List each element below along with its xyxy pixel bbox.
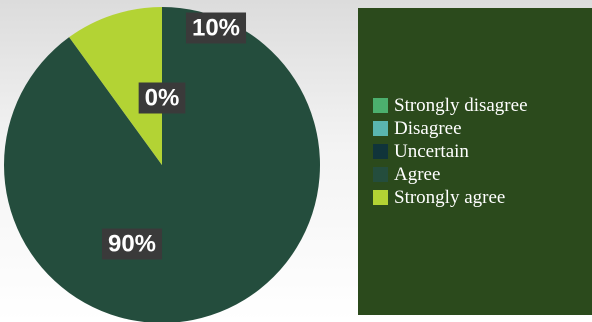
data-label-box xyxy=(101,228,163,260)
data-label-strongly-agree: 10% xyxy=(185,12,247,44)
legend-label: Strongly disagree xyxy=(394,94,528,116)
pie-slices xyxy=(4,7,320,322)
legend: Strongly disagree Disagree Uncertain Agr… xyxy=(373,94,528,209)
data-label-text: 90% xyxy=(108,231,156,258)
legend-swatch xyxy=(373,121,388,136)
legend-label: Strongly agree xyxy=(394,186,506,208)
legend-item-strongly-agree: Strongly agree xyxy=(373,186,528,209)
legend-item-agree: Agree xyxy=(373,163,528,186)
legend-item-uncertain: Uncertain xyxy=(373,140,528,163)
data-labels: 10% 0% 90% xyxy=(101,12,247,260)
legend-label: Disagree xyxy=(394,117,462,139)
data-label-text: 0% xyxy=(145,85,180,112)
pie-slice-agree xyxy=(4,7,320,322)
legend-label: Uncertain xyxy=(394,140,469,162)
legend-swatch xyxy=(373,167,388,182)
legend-swatch xyxy=(373,98,388,113)
legend-swatch xyxy=(373,144,388,159)
data-label-text: 10% xyxy=(192,15,240,42)
data-label-agree: 90% xyxy=(101,228,163,260)
pie-slice-strongly-agree xyxy=(69,7,162,165)
legend-swatch xyxy=(373,190,388,205)
legend-panel: Strongly disagree Disagree Uncertain Agr… xyxy=(358,8,592,315)
legend-item-strongly-disagree: Strongly disagree xyxy=(373,94,528,117)
data-label-box xyxy=(185,12,247,44)
legend-item-disagree: Disagree xyxy=(373,117,528,140)
data-label-uncertain: 0% xyxy=(138,82,186,114)
data-label-box xyxy=(138,82,186,114)
legend-label: Agree xyxy=(394,163,441,185)
